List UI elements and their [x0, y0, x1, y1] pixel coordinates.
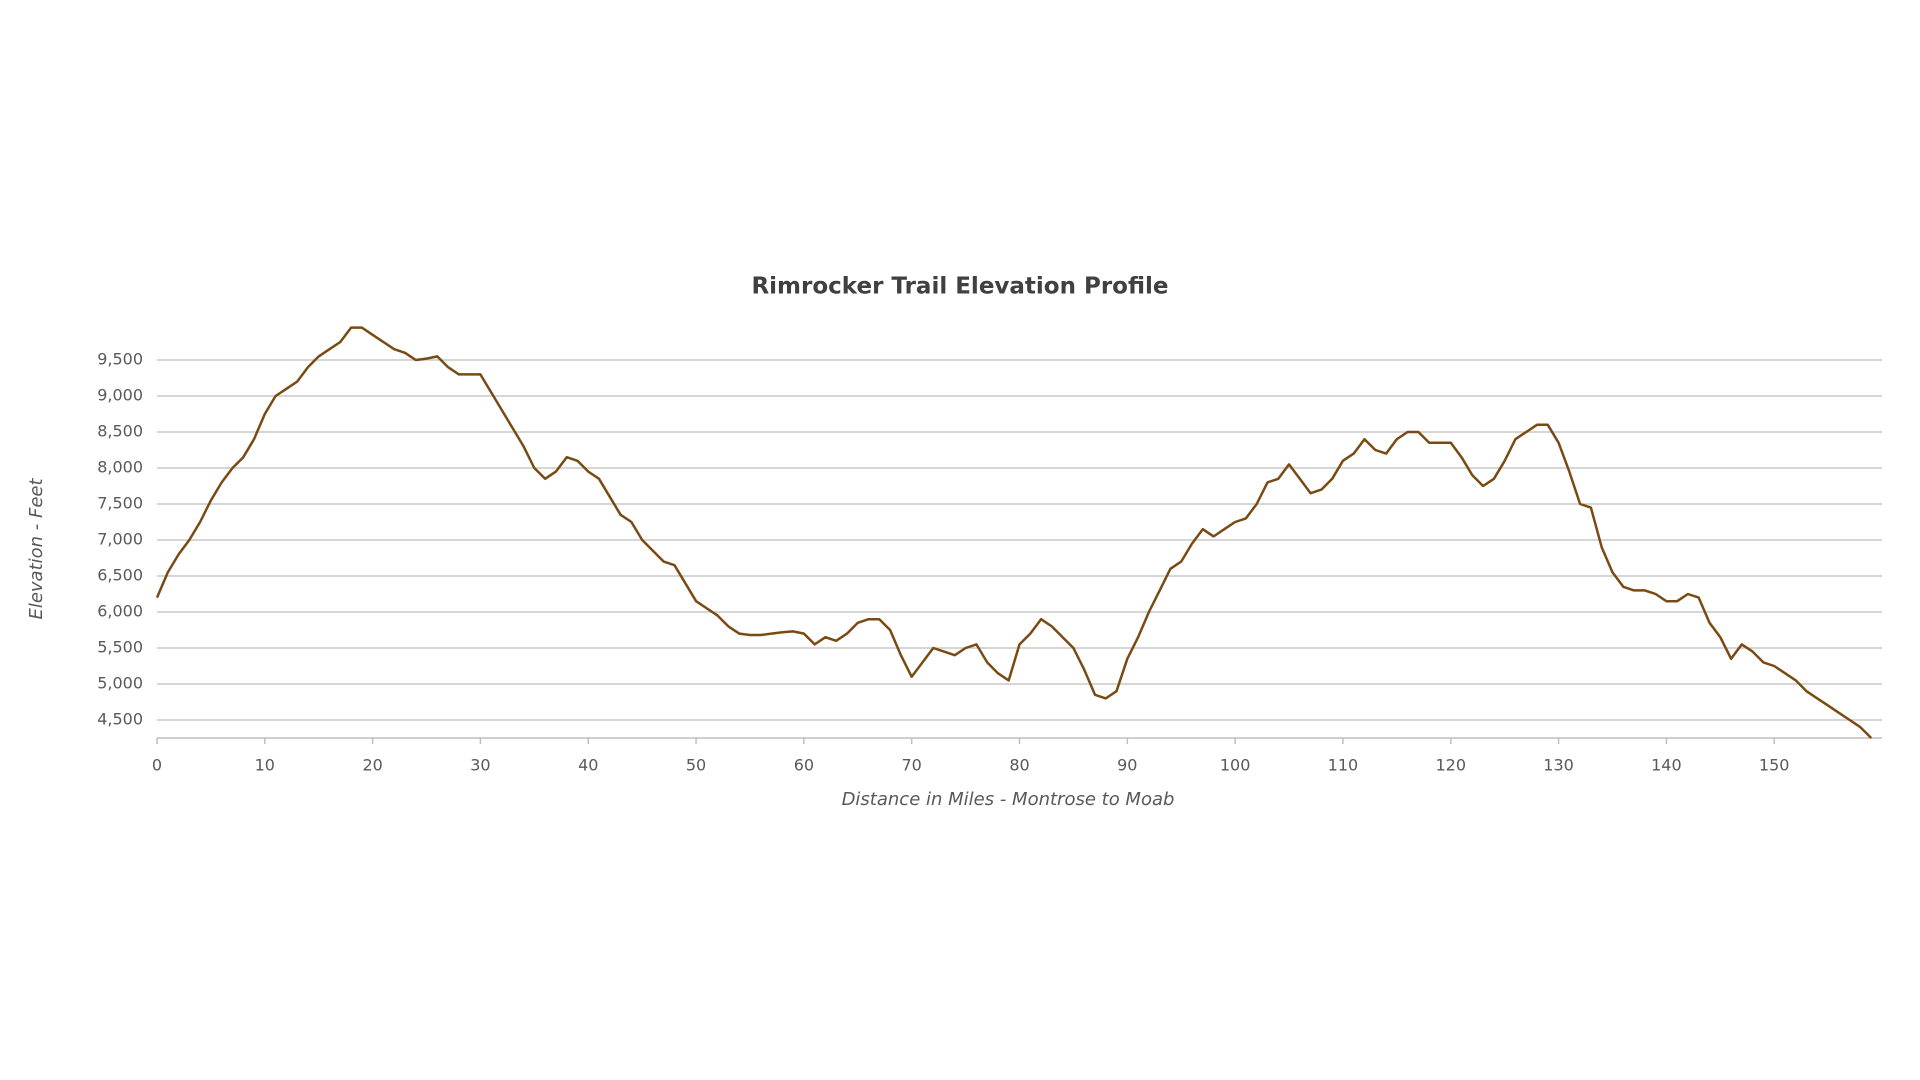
y-tick-label: 5,500	[97, 638, 143, 657]
x-tick-label: 80	[1009, 756, 1029, 775]
x-tick-label: 100	[1220, 756, 1251, 775]
y-tick-label: 6,000	[97, 602, 143, 621]
x-tick-label: 40	[578, 756, 598, 775]
chart-title: Rimrocker Trail Elevation Profile	[751, 274, 1168, 300]
x-tick-label: 0	[152, 756, 162, 775]
y-tick-label: 8,500	[97, 422, 143, 441]
y-axis-label: Elevation - Feet	[26, 478, 47, 620]
x-tick-label: 120	[1435, 756, 1466, 775]
x-tick-label: 60	[794, 756, 814, 775]
x-tick-label: 130	[1543, 756, 1574, 775]
x-tick-label: 50	[686, 756, 706, 775]
x-axis-label: Distance in Miles - Montrose to Moab	[842, 789, 1175, 810]
y-tick-label: 5,000	[97, 674, 143, 693]
elevation-line	[155, 326, 1873, 739]
y-tick-label: 9,000	[97, 386, 143, 405]
x-tick-label: 140	[1651, 756, 1682, 775]
x-tick-label: 150	[1759, 756, 1790, 775]
y-tick-label: 6,500	[97, 566, 143, 585]
x-tick-label: 90	[1117, 756, 1137, 775]
y-tick-label: 4,500	[97, 710, 143, 729]
x-tick-label: 30	[470, 756, 490, 775]
x-tick-label: 70	[902, 756, 922, 775]
x-tick-label: 10	[255, 756, 275, 775]
x-tick-label: 110	[1328, 756, 1359, 775]
y-tick-label: 7,500	[97, 494, 143, 513]
y-tick-label: 8,000	[97, 458, 143, 477]
y-tick-label: 9,500	[97, 350, 143, 369]
x-tick-label: 20	[362, 756, 382, 775]
y-tick-label: 7,000	[97, 530, 143, 549]
